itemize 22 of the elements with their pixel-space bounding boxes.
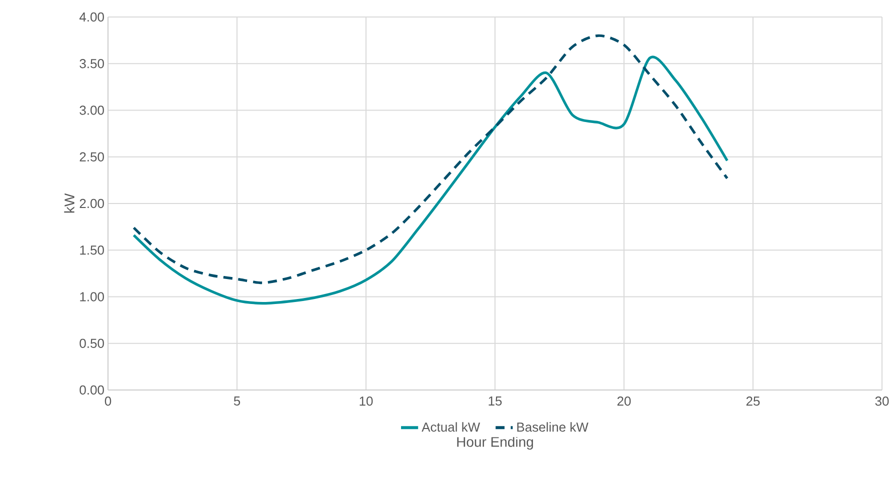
y-tick-label: 0.50 — [80, 338, 104, 348]
legend-label: Actual kW — [422, 422, 480, 432]
y-axis-title: kW — [64, 193, 74, 213]
y-tick-label: 2.50 — [80, 152, 104, 162]
y-tick-label: 1.00 — [80, 292, 104, 302]
y-tick-label: 3.50 — [80, 59, 104, 68]
y-tick-label: 1.50 — [80, 246, 104, 255]
y-tick-label: 0.00 — [80, 385, 104, 395]
legend-label: Baseline kW — [517, 422, 588, 432]
x-tick-label: 15 — [488, 396, 502, 406]
x-tick-label: 5 — [234, 396, 240, 406]
x-tick-label: 20 — [617, 396, 631, 406]
x-tick-label: 30 — [875, 396, 889, 406]
x-tick-label: 10 — [360, 396, 373, 406]
x-tick-label: 0 — [104, 396, 112, 406]
y-tick-label: 2.00 — [80, 198, 104, 208]
line-series — [132, 56, 728, 305]
x-axis-title: Hour Ending — [457, 436, 533, 450]
y-tick-label: 3.00 — [80, 106, 104, 115]
x-tick-label: 25 — [746, 396, 760, 406]
y-tick-label: 4.00 — [79, 12, 104, 22]
line-series — [132, 34, 728, 284]
